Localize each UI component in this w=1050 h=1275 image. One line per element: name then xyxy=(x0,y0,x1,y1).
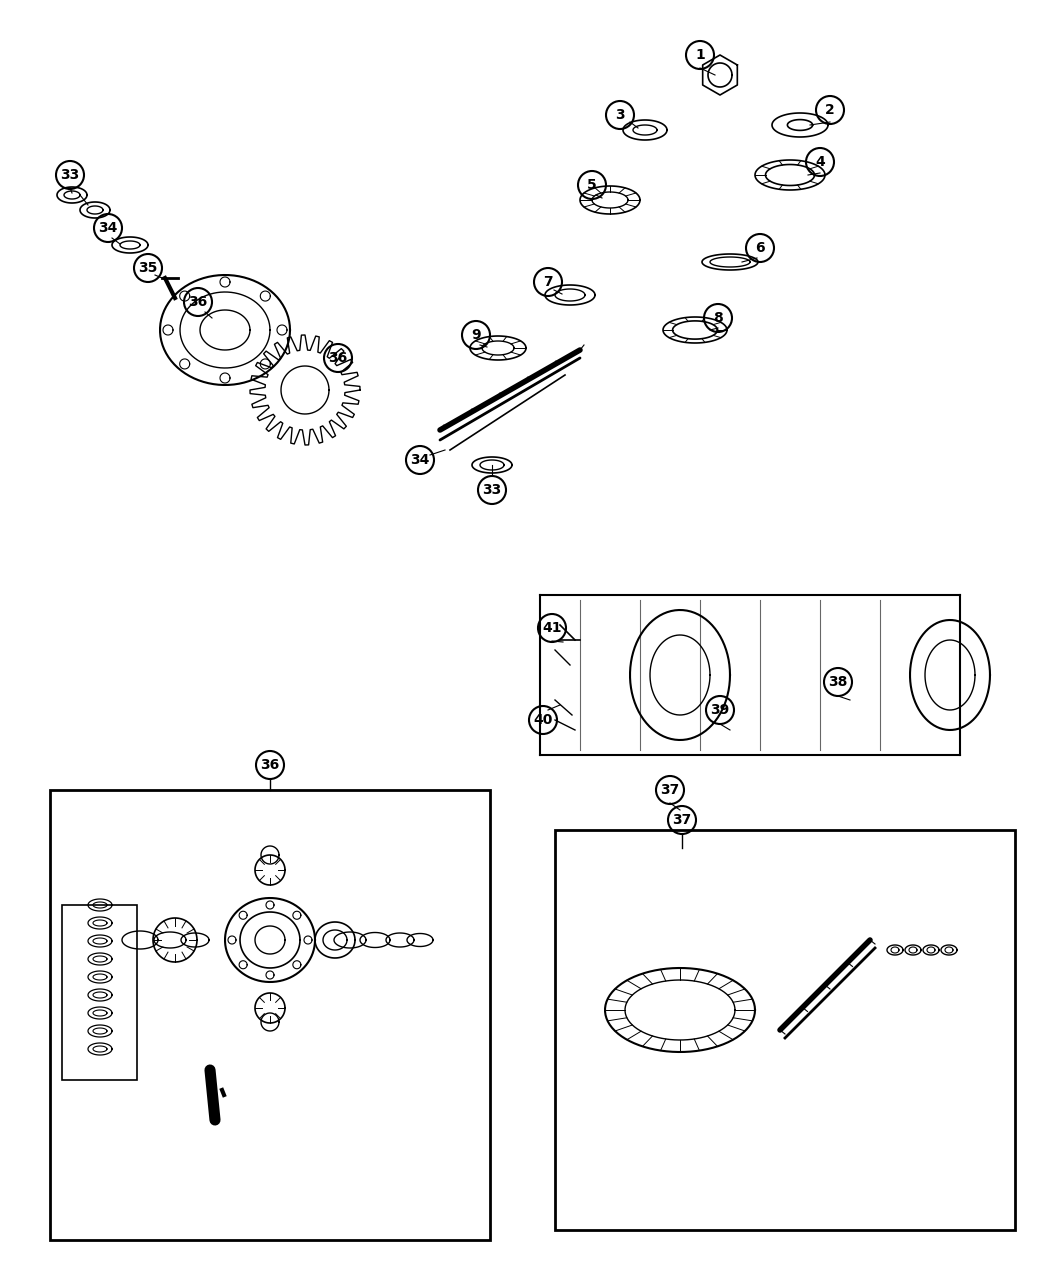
Text: 35: 35 xyxy=(139,261,157,275)
Text: 37: 37 xyxy=(660,783,679,797)
Text: 3: 3 xyxy=(615,108,625,122)
Bar xyxy=(50,790,490,1241)
Text: 40: 40 xyxy=(533,713,552,727)
Text: 39: 39 xyxy=(711,703,730,717)
Text: 33: 33 xyxy=(61,168,80,182)
Text: 9: 9 xyxy=(471,328,481,342)
Text: 34: 34 xyxy=(411,453,429,467)
Text: 36: 36 xyxy=(188,295,208,309)
Bar xyxy=(555,830,1015,1230)
Bar xyxy=(62,905,136,1080)
Text: 36: 36 xyxy=(329,351,348,365)
Text: 8: 8 xyxy=(713,311,722,325)
Text: 7: 7 xyxy=(543,275,552,289)
Text: 4: 4 xyxy=(815,156,825,170)
Text: 36: 36 xyxy=(260,759,279,771)
Polygon shape xyxy=(525,590,970,760)
Text: 37: 37 xyxy=(672,813,692,827)
Text: 6: 6 xyxy=(755,241,764,255)
Text: 5: 5 xyxy=(587,179,596,193)
Text: 33: 33 xyxy=(482,483,502,497)
Text: 41: 41 xyxy=(542,621,562,635)
Text: 34: 34 xyxy=(99,221,118,235)
Text: 1: 1 xyxy=(695,48,705,62)
Text: 2: 2 xyxy=(825,103,835,117)
Text: 38: 38 xyxy=(828,674,847,688)
